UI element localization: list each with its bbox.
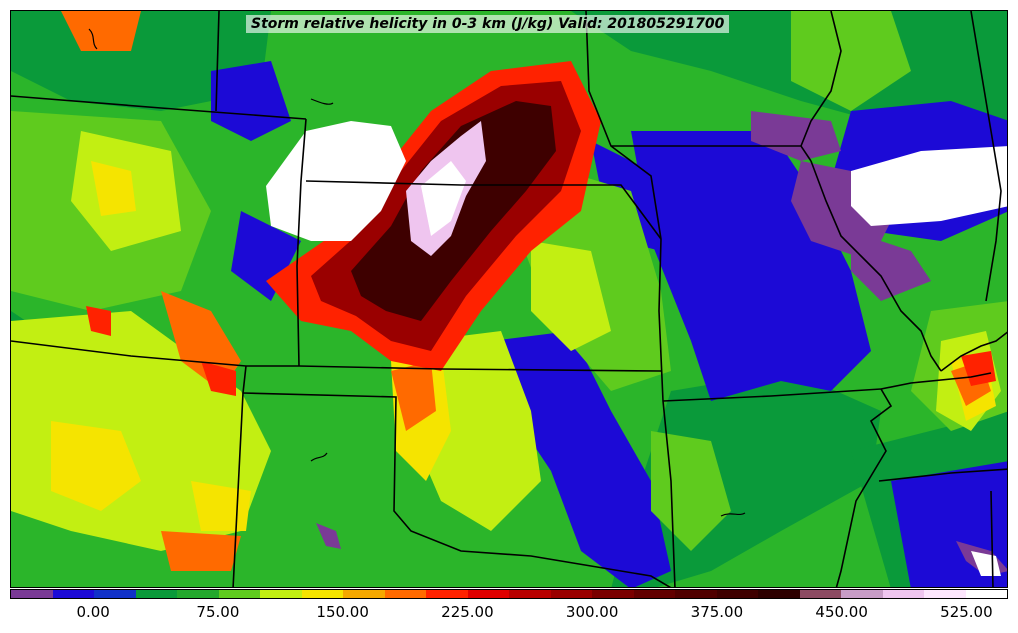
orange-field [61,11,991,571]
colorbar-tick-label: 375.00 [690,603,744,621]
water-features [88,28,746,517]
colorbar-segment [675,590,717,598]
colorbar-segment [135,590,177,598]
map-canvas [11,11,1007,587]
colorbar-tick-label: 0.00 [76,603,110,621]
colorbar-tick-label: 150.00 [316,603,369,621]
colorbar-segment [218,590,260,598]
colorbar-segment [52,590,94,598]
colorbar-segment [301,590,343,598]
colorbar-segment [11,590,53,598]
colorbar-segment [924,590,966,598]
colorbar-segment [94,590,136,598]
colorbar-segment [343,590,385,598]
colorbar-segment [965,590,1007,598]
colorbar-segment [633,590,675,598]
colorbar-tick-label: 225.00 [441,603,494,621]
map-title: Storm relative helicity in 0-3 km (J/kg)… [246,15,730,33]
colorbar-segment [177,590,219,598]
colorbar-segment [841,590,883,598]
colorbar-segment [592,590,634,598]
helicity-map [10,10,1008,588]
colorbar-segment [799,590,841,598]
colorbar-segment [716,590,758,598]
colorbar-tick-label: 450.00 [815,603,868,621]
colorbar-segment [550,590,592,598]
state-boundaries [11,11,1007,587]
colorbar-ticks: 0.00 75.00 150.00 225.00 300.00 375.00 450.00 5… [10,600,1008,630]
colorbar-segment [509,590,551,598]
colorbar-segment [758,590,800,598]
purple-field [316,111,1007,576]
colorbar-segment [467,590,509,598]
colorbar-segment [384,590,426,598]
colorbar-segment [882,590,924,598]
colorbar [10,589,1008,599]
colorbar-tick-label: 75.00 [196,603,240,621]
colorbar-tick-label: 525.00 [940,603,993,621]
colorbar-tick-label: 300.00 [565,603,619,621]
colorbar-segment [426,590,468,598]
colorbar-segment [260,590,302,598]
